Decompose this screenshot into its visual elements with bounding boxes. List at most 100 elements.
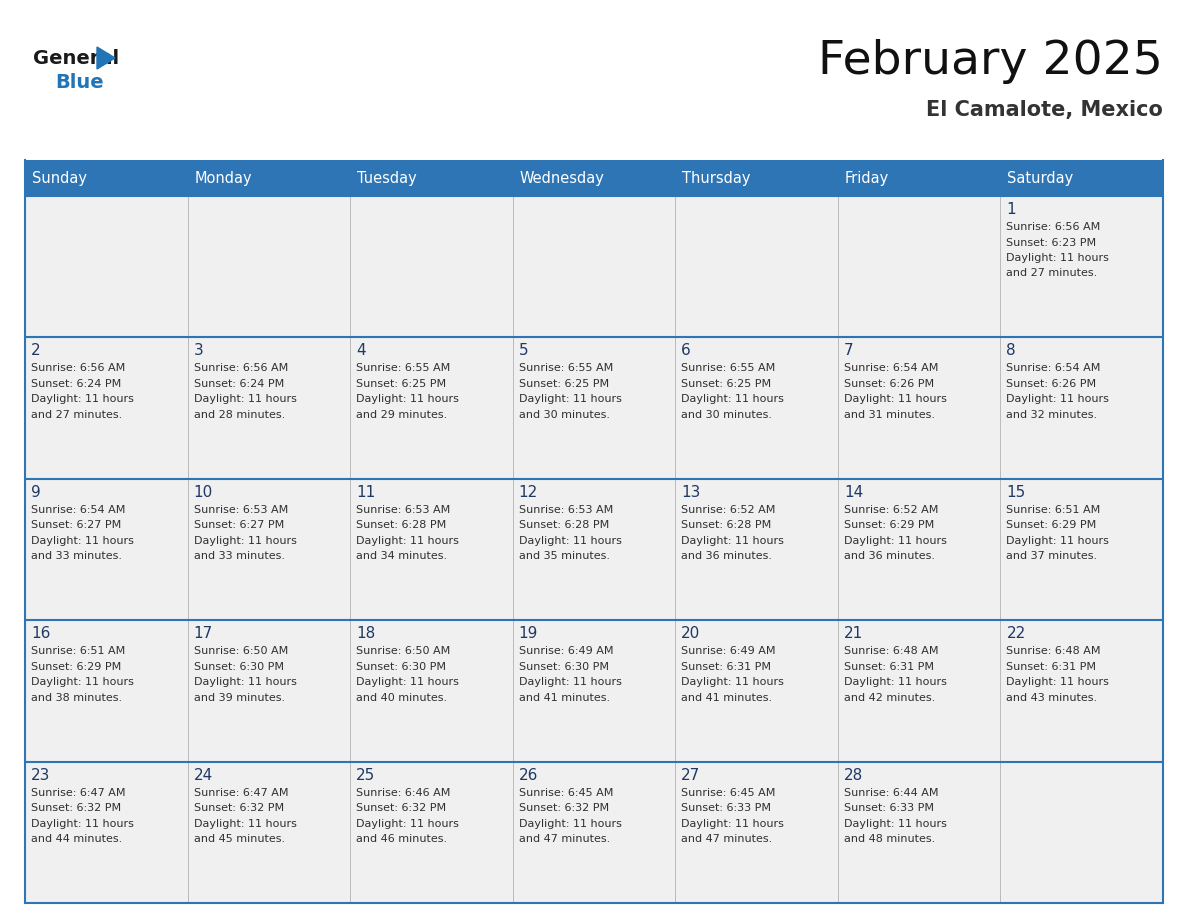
Text: Sunset: 6:26 PM: Sunset: 6:26 PM [1006,379,1097,389]
Text: Sunrise: 6:55 AM: Sunrise: 6:55 AM [519,364,613,374]
Bar [513,196,675,338]
Text: Monday: Monday [195,171,252,185]
Text: Sunrise: 6:49 AM: Sunrise: 6:49 AM [519,646,613,656]
Text: Sunset: 6:25 PM: Sunset: 6:25 PM [681,379,771,389]
Text: El Camalote, Mexico: El Camalote, Mexico [927,100,1163,120]
Text: Daylight: 11 hours: Daylight: 11 hours [31,395,134,405]
Text: 1: 1 [1006,202,1016,217]
Text: Daylight: 11 hours: Daylight: 11 hours [356,395,459,405]
Text: 8: 8 [1006,343,1016,358]
Text: Daylight: 11 hours: Daylight: 11 hours [31,677,134,688]
Text: and 42 minutes.: and 42 minutes. [843,693,935,702]
Text: and 30 minutes.: and 30 minutes. [681,410,772,420]
Text: Sunset: 6:31 PM: Sunset: 6:31 PM [1006,662,1097,672]
Text: 3: 3 [194,343,203,358]
Text: Daylight: 11 hours: Daylight: 11 hours [681,536,784,546]
Bar [838,762,1000,903]
Text: Saturday: Saturday [1007,171,1074,185]
Text: Sunset: 6:31 PM: Sunset: 6:31 PM [681,662,771,672]
Text: Sunset: 6:30 PM: Sunset: 6:30 PM [194,662,284,672]
Text: Sunrise: 6:53 AM: Sunrise: 6:53 AM [356,505,450,515]
Text: 24: 24 [194,767,213,783]
Text: and 46 minutes.: and 46 minutes. [356,834,447,844]
Text: and 32 minutes.: and 32 minutes. [1006,410,1098,420]
Text: Daylight: 11 hours: Daylight: 11 hours [194,395,297,405]
Text: Sunrise: 6:54 AM: Sunrise: 6:54 AM [843,364,939,374]
Bar [25,196,188,338]
Bar [25,160,188,196]
Text: Sunrise: 6:52 AM: Sunrise: 6:52 AM [843,505,939,515]
Text: and 40 minutes.: and 40 minutes. [356,693,447,702]
Text: Daylight: 11 hours: Daylight: 11 hours [843,395,947,405]
Bar [188,621,350,762]
Text: 23: 23 [31,767,50,783]
Bar [188,160,350,196]
Bar [350,762,513,903]
Text: 5: 5 [519,343,529,358]
Text: Daylight: 11 hours: Daylight: 11 hours [356,819,459,829]
Text: Sunrise: 6:50 AM: Sunrise: 6:50 AM [356,646,450,656]
Text: 9: 9 [31,485,40,499]
Text: and 43 minutes.: and 43 minutes. [1006,693,1098,702]
Bar [350,621,513,762]
Bar [675,338,838,479]
Text: 7: 7 [843,343,853,358]
Bar [675,762,838,903]
Bar [1000,762,1163,903]
Text: and 41 minutes.: and 41 minutes. [519,693,609,702]
Text: and 47 minutes.: and 47 minutes. [681,834,772,844]
Text: Sunset: 6:27 PM: Sunset: 6:27 PM [194,521,284,531]
Text: Sunset: 6:28 PM: Sunset: 6:28 PM [681,521,771,531]
Text: Sunrise: 6:56 AM: Sunrise: 6:56 AM [1006,222,1100,232]
Text: Friday: Friday [845,171,889,185]
Bar [1000,338,1163,479]
Bar [188,196,350,338]
Text: Sunrise: 6:49 AM: Sunrise: 6:49 AM [681,646,776,656]
Bar [25,479,188,621]
Text: Sunset: 6:26 PM: Sunset: 6:26 PM [843,379,934,389]
Bar [1000,196,1163,338]
Bar [1000,160,1163,196]
Text: and 33 minutes.: and 33 minutes. [31,552,122,561]
Text: Daylight: 11 hours: Daylight: 11 hours [519,395,621,405]
Text: 2: 2 [31,343,40,358]
Text: Daylight: 11 hours: Daylight: 11 hours [843,536,947,546]
Text: Daylight: 11 hours: Daylight: 11 hours [1006,536,1110,546]
Text: Sunset: 6:29 PM: Sunset: 6:29 PM [31,662,121,672]
Text: Daylight: 11 hours: Daylight: 11 hours [194,536,297,546]
Text: 21: 21 [843,626,864,641]
Text: Sunset: 6:25 PM: Sunset: 6:25 PM [356,379,447,389]
Text: Sunset: 6:32 PM: Sunset: 6:32 PM [519,803,608,813]
Bar [513,160,675,196]
Polygon shape [97,47,115,69]
Text: 28: 28 [843,767,864,783]
Text: 4: 4 [356,343,366,358]
Text: 15: 15 [1006,485,1025,499]
Text: Sunset: 6:28 PM: Sunset: 6:28 PM [356,521,447,531]
Text: 13: 13 [681,485,701,499]
Text: Sunrise: 6:46 AM: Sunrise: 6:46 AM [356,788,450,798]
Text: Sunrise: 6:48 AM: Sunrise: 6:48 AM [843,646,939,656]
Text: Daylight: 11 hours: Daylight: 11 hours [519,819,621,829]
Bar [675,621,838,762]
Text: Sunrise: 6:50 AM: Sunrise: 6:50 AM [194,646,287,656]
Bar [513,762,675,903]
Text: Sunset: 6:28 PM: Sunset: 6:28 PM [519,521,609,531]
Text: Sunrise: 6:54 AM: Sunrise: 6:54 AM [1006,364,1101,374]
Text: Sunrise: 6:53 AM: Sunrise: 6:53 AM [194,505,287,515]
Text: Sunrise: 6:45 AM: Sunrise: 6:45 AM [519,788,613,798]
Text: Sunrise: 6:47 AM: Sunrise: 6:47 AM [194,788,287,798]
Bar [838,196,1000,338]
Text: and 38 minutes.: and 38 minutes. [31,693,122,702]
Text: Wednesday: Wednesday [519,171,605,185]
Text: Blue: Blue [55,73,103,92]
Text: Sunrise: 6:56 AM: Sunrise: 6:56 AM [194,364,287,374]
Text: and 37 minutes.: and 37 minutes. [1006,552,1098,561]
Bar [350,160,513,196]
Text: Sunset: 6:30 PM: Sunset: 6:30 PM [519,662,608,672]
Text: Daylight: 11 hours: Daylight: 11 hours [194,677,297,688]
Bar [1000,479,1163,621]
Text: and 33 minutes.: and 33 minutes. [194,552,285,561]
Bar [513,621,675,762]
Text: Sunrise: 6:51 AM: Sunrise: 6:51 AM [1006,505,1100,515]
